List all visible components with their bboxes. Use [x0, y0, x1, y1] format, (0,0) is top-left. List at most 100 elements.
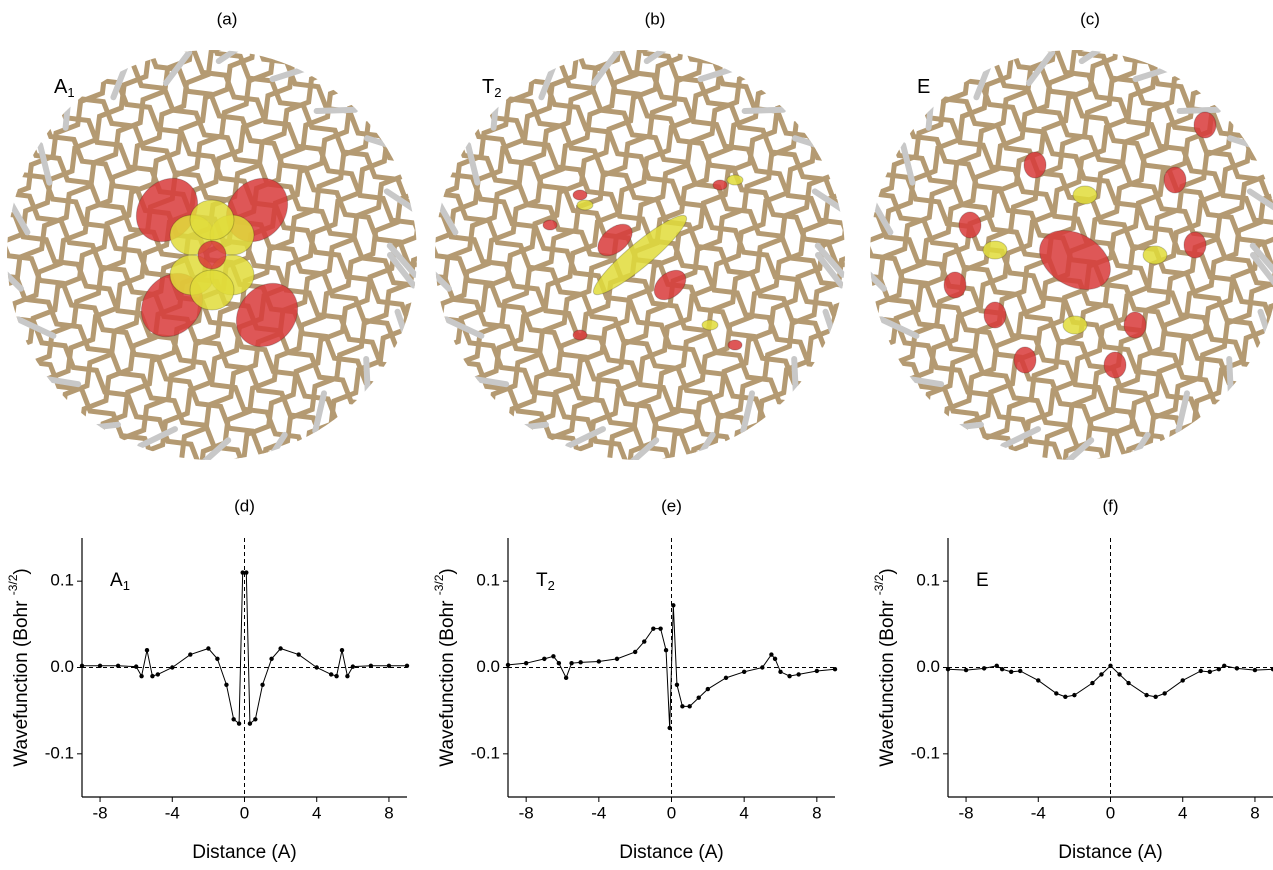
data-point [658, 626, 663, 631]
hydrogen [900, 142, 916, 186]
annotation-main: E [976, 570, 989, 591]
data-point [253, 717, 258, 722]
hydrogen [1058, 437, 1095, 460]
hydrogen [443, 316, 485, 339]
y-label-sup: -3/2 [432, 574, 446, 595]
x-tick-label: 0 [240, 803, 249, 822]
panel-label: (c) [1080, 9, 1100, 28]
x-tick-label: -8 [519, 803, 534, 822]
bond [677, 215, 845, 460]
y-tick-label: 0.1 [916, 571, 940, 590]
y-axis-label: Wavefunction (Bohr -3/2) [872, 568, 898, 766]
data-point [1072, 692, 1077, 698]
symmetry-label: A1 [54, 76, 75, 100]
data-point [760, 665, 765, 670]
x-tick-label: 8 [1250, 803, 1259, 822]
data-point [1144, 692, 1149, 698]
bond-row [7, 303, 242, 460]
bond-row [249, 215, 417, 460]
data-point [1162, 691, 1167, 696]
y-tick-label: -0.1 [911, 743, 940, 762]
y-tick-label: 0.0 [916, 657, 940, 676]
data-point [269, 656, 274, 662]
bond [695, 230, 845, 460]
data-point [1008, 669, 1014, 675]
annotation-main: T [536, 570, 548, 591]
y-label-sup: -3/2 [872, 574, 886, 595]
hydrogen [565, 426, 606, 449]
annotation: T2 [536, 570, 555, 593]
hydrogen [313, 106, 359, 114]
orbital-lobe [189, 269, 235, 311]
y-tick-label: -0.1 [471, 743, 500, 762]
hydrogen [464, 374, 510, 388]
x-tick-label: 0 [667, 803, 676, 822]
x-tick-label: 4 [739, 803, 748, 822]
hydrogen [623, 437, 660, 460]
orbital-lobe [1023, 151, 1047, 179]
hydrogen [1226, 356, 1235, 402]
y-label-text: ) [877, 568, 898, 574]
molecule [435, 50, 845, 460]
bond [435, 265, 700, 460]
data-point [999, 667, 1005, 672]
bond [563, 127, 838, 460]
data-point [1036, 678, 1041, 683]
data-point [150, 673, 155, 679]
hydrogen [870, 257, 887, 292]
x-tick-label: -8 [92, 803, 107, 822]
bond-row [870, 50, 1027, 285]
orbital-lobe [576, 199, 594, 211]
data-point [614, 656, 620, 662]
chart-title: (e) [661, 496, 682, 515]
orbital-lobe [1013, 346, 1037, 374]
hydrogen [7, 257, 24, 292]
data-point [778, 669, 783, 675]
hydrogen [937, 421, 984, 433]
data-point [215, 656, 220, 662]
bond [998, 127, 1273, 460]
y-tick-label: 0.1 [476, 571, 500, 590]
bond [1074, 186, 1273, 460]
data-point [188, 652, 193, 657]
bond-row [976, 50, 1273, 294]
molecule [870, 50, 1273, 460]
x-axis-label: Distance (A) [1058, 842, 1163, 863]
x-axis-label: Distance (A) [619, 842, 724, 863]
x-tick-label: 4 [1178, 803, 1187, 822]
data-point [170, 665, 175, 670]
hydrogen [791, 356, 800, 402]
data-point [314, 665, 319, 670]
annotation-sub: 2 [548, 579, 555, 594]
data-point [741, 669, 747, 675]
bond-row [435, 265, 700, 460]
hydrogen [363, 356, 372, 402]
symmetry-main: E [917, 76, 930, 98]
bond-row [512, 57, 845, 332]
bond-row [586, 50, 845, 237]
chart-title: (d) [234, 496, 255, 515]
hydrogen [137, 426, 178, 449]
bond-row [677, 215, 845, 460]
data-point [632, 649, 638, 655]
y-tick-label: 0.0 [476, 657, 500, 676]
bond-row [7, 50, 202, 315]
y-axis-label: Wavefunction (Bohr -3/2) [432, 568, 458, 766]
annotation: E [976, 570, 989, 591]
bond [7, 50, 202, 315]
bond-row [1055, 171, 1273, 460]
hydrogen [899, 374, 945, 388]
x-tick-label: -8 [958, 803, 973, 822]
data-point [1198, 668, 1203, 674]
hydrogen [814, 242, 845, 278]
data-point [796, 672, 801, 677]
bond [249, 215, 417, 460]
hydrogen [1249, 242, 1273, 278]
data-point [596, 659, 602, 664]
data-point [667, 725, 672, 731]
data-point [350, 664, 356, 669]
y-tick-label: -0.1 [45, 743, 74, 762]
data-point [705, 686, 711, 692]
bond-row [571, 50, 845, 256]
orbital-lobe [1072, 185, 1098, 205]
